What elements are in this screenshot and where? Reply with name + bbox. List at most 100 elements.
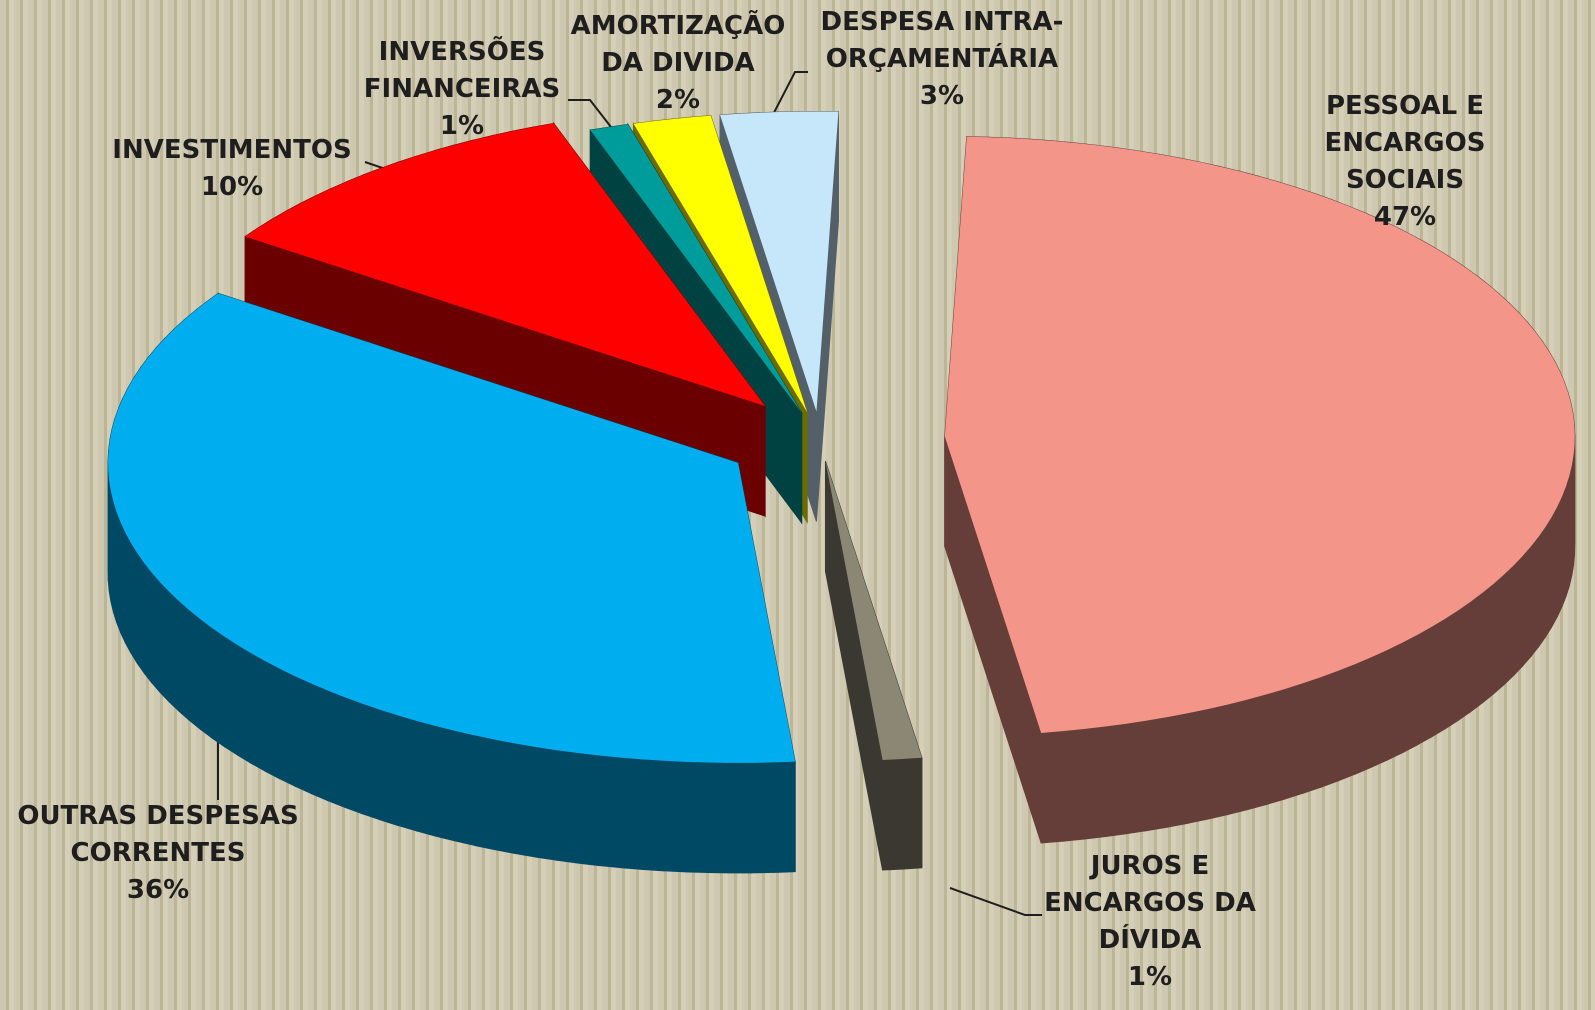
slice-side [379,708,399,827]
slice-side [250,652,266,773]
pie-slice [107,292,796,874]
slice-side [577,752,600,867]
slice-top [944,136,1575,733]
value-label: 2% [655,85,701,115]
slice-side [1481,582,1494,704]
slice-label: OUTRAS DESPESAS CORRENTES 36% [17,798,298,909]
slice-side [143,561,153,684]
leader-line [949,887,1042,916]
slice-side [1125,719,1148,835]
slice-top [590,124,802,413]
slice-side [1354,656,1373,775]
slice-side [1146,716,1169,832]
slice-side [685,761,709,874]
slice-side [188,609,201,731]
slice-side [159,580,170,703]
slice-side [1062,728,1085,842]
slice-side [641,758,665,872]
slice-side [1227,698,1248,816]
value-label: 10% [200,172,264,202]
slice-side [494,739,516,855]
slice-side [1386,641,1404,761]
category-label: OUTRAS DESPESAS CORRENTES [17,801,299,868]
slice-label: JUROS E ENCARGOS DA DÍVIDA 1% [1044,848,1256,996]
slice-side [1167,712,1189,828]
slice-side [1320,670,1339,788]
slice-side [236,644,252,765]
value-label: 1% [1127,962,1173,992]
slice-side [310,682,329,802]
slice-side [598,754,622,869]
category-label: AMORTIZAÇÃO DA DIVIDA [570,11,786,78]
slice-side [211,627,225,748]
slice-top [720,111,839,412]
slice-side [1457,600,1472,722]
slice-side [1265,688,1286,806]
category-label: INVERSÕES FINANCEIRAS [363,37,561,104]
slice-side [1431,617,1446,738]
pie-slice [824,461,923,871]
slice-side [1246,693,1267,811]
slice-side [1284,682,1304,800]
slice-side [474,734,496,851]
slice-side [136,551,145,675]
slice-side [1556,496,1563,617]
value-label: 47% [1373,202,1437,232]
slice-side [772,761,796,873]
category-label: INVESTIMENTOS [112,135,352,165]
slice-side [663,760,687,873]
slice-side [707,762,730,874]
slice-side [1513,554,1524,677]
slice-side [279,668,296,788]
slice-side [620,757,643,870]
slice-label: INVERSÕES FINANCEIRAS 1% [364,34,560,145]
slice-side [397,714,418,832]
category-label: JUROS E ENCARGOS DA DÍVIDA [1044,851,1256,955]
slice-side [1083,725,1106,840]
slice-top [108,293,796,763]
slice-side [168,590,180,713]
category-label: DESPESA INTRA- ORÇAMENTÁRIA [820,7,1064,74]
slice-side [264,660,281,780]
slice-side [1302,676,1322,794]
slice-side [556,749,579,864]
slice-side [1187,708,1209,824]
slice-side [294,675,312,795]
slice-label: DESPESA INTRA- ORÇAMENTÁRIA 3% [821,4,1064,115]
slice-side [1337,663,1356,782]
slice-side [124,532,132,654]
slice-side [1551,506,1558,627]
category-label: PESSOAL E ENCARGOS SOCIAIS [1324,91,1486,195]
slice-side [1470,591,1483,713]
slice-side [1530,535,1540,658]
slice-top [825,461,922,761]
slice-side [1416,626,1433,746]
slice-top [245,123,766,407]
slice-side [1402,633,1418,754]
slice-side [327,689,345,808]
slice-side [1561,486,1567,607]
pie-slice [944,136,1576,844]
slice-side [199,618,213,739]
slice-side [728,762,752,874]
slice-side [178,599,190,722]
slice-label: AMORTIZAÇÃO DA DIVIDA 2% [571,8,786,119]
slice-side [151,571,161,694]
value-label: 3% [919,81,965,111]
value-label: 36% [126,875,190,905]
slice-side [1522,544,1532,668]
slice-side [454,730,476,847]
value-label: 1% [439,111,485,141]
slice-side [223,635,238,756]
slice-side [1538,525,1547,649]
slice-side [416,720,437,837]
slice-label: PESSOAL E ENCARGOS SOCIAIS 47% [1310,88,1500,236]
slice-side [1371,649,1388,768]
slice-side [882,758,903,871]
slice-side [1040,730,1064,844]
slice-label: INVESTIMENTOS 10% [112,132,351,206]
slice-side [130,541,138,665]
slice-side [343,696,363,815]
slice-side [1503,564,1515,686]
